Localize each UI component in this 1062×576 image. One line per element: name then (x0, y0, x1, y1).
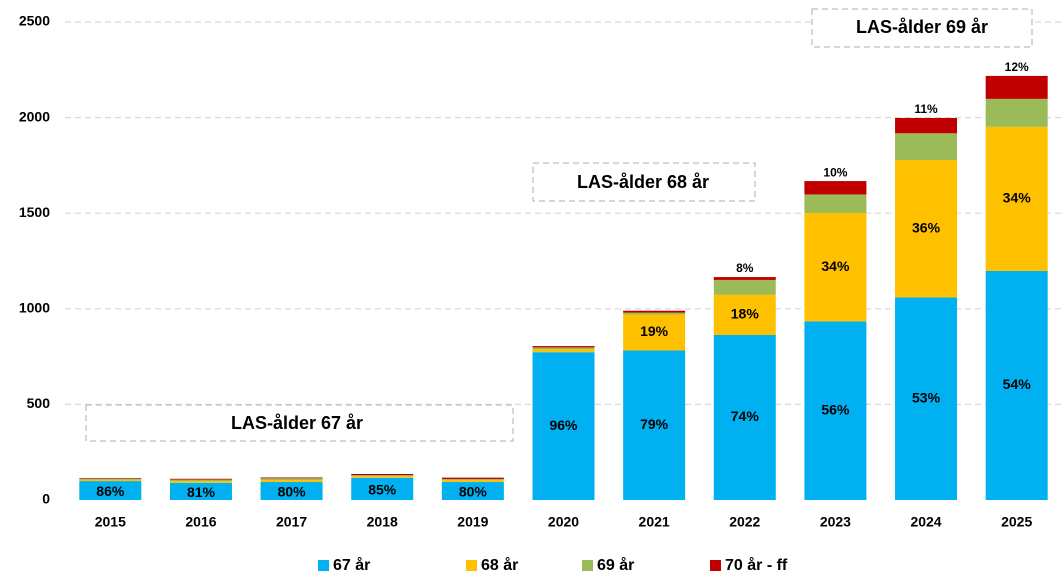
top-label: 10% (823, 165, 847, 179)
bar-segment (169, 481, 232, 483)
bar-segment (351, 475, 414, 477)
bar-segment (260, 477, 323, 479)
legend-label: 70 år - ff (725, 556, 788, 574)
y-tick-label: 1000 (19, 300, 50, 316)
bar-segment (985, 98, 1048, 127)
bar-segment (532, 347, 595, 350)
bar-segment (713, 294, 776, 335)
annotation-box (811, 8, 1033, 48)
bar-segment (351, 473, 414, 476)
bar-segment (985, 126, 1048, 271)
bar-segment (169, 479, 232, 482)
share-label: 96% (549, 417, 578, 433)
share-label: 19% (640, 323, 669, 339)
share-label: 34% (1003, 190, 1032, 206)
share-label: 54% (1003, 376, 1032, 392)
share-label: 34% (821, 258, 850, 274)
y-tick-label: 500 (27, 395, 51, 411)
bar-segment (623, 314, 686, 351)
top-label: 12% (1005, 60, 1029, 74)
x-tick-label: 2023 (820, 514, 851, 530)
x-tick-label: 2016 (185, 514, 216, 530)
bar-segment (260, 480, 323, 483)
bar-segment (623, 350, 686, 500)
bar-segment (79, 478, 142, 479)
legend-swatch (582, 560, 593, 571)
bar-segment (985, 270, 1048, 500)
bar-segment (351, 476, 414, 478)
bar-segment (169, 478, 232, 480)
bar-segment (804, 194, 867, 214)
share-label: 81% (187, 484, 216, 500)
bar-segment (79, 478, 142, 480)
bar-segment (532, 349, 595, 353)
legend-label: 67 år (333, 556, 370, 574)
x-tick-label: 2019 (457, 514, 488, 530)
share-label: 85% (368, 482, 397, 498)
x-tick-label: 2022 (729, 514, 760, 530)
bar-segment (441, 477, 504, 479)
share-label: 56% (821, 401, 850, 417)
bar-segment (895, 117, 958, 134)
bar-segment (441, 478, 504, 481)
x-tick-label: 2024 (910, 514, 941, 530)
share-label: 86% (96, 483, 125, 499)
bar-segment (804, 321, 867, 500)
x-tick-label: 2015 (95, 514, 126, 530)
bar-segment (713, 277, 776, 280)
bar-segment (441, 482, 504, 500)
bar-segment (351, 477, 414, 500)
legend-swatch (466, 560, 477, 571)
top-label: 11% (914, 102, 938, 116)
bar-segment (895, 133, 958, 161)
share-label: 80% (278, 484, 307, 500)
annotation: LAS-ålder 67 år (231, 413, 363, 433)
legend-swatch (318, 560, 329, 571)
bar-segment (532, 352, 595, 500)
annotation-box (532, 162, 756, 202)
bar-segment (79, 479, 142, 482)
y-tick-label: 1500 (19, 204, 50, 220)
x-tick-label: 2017 (276, 514, 307, 530)
bar-segment (713, 279, 776, 295)
bar-segment (441, 480, 504, 483)
bar-segment (79, 481, 142, 500)
share-label: 53% (912, 389, 941, 405)
bar-segment (532, 346, 595, 348)
bar-segment (260, 478, 323, 481)
bar-segment (804, 213, 867, 322)
bar-segment (985, 75, 1048, 99)
share-label: 18% (731, 306, 760, 322)
x-tick-label: 2018 (367, 514, 398, 530)
bar-segment (623, 310, 686, 313)
annotation: LAS-ålder 69 år (856, 17, 988, 37)
share-label: 74% (731, 408, 760, 424)
legend-label: 68 år (481, 556, 518, 574)
y-tick-label: 2000 (19, 108, 50, 124)
top-label: 8% (736, 261, 754, 275)
bar-segment (169, 482, 232, 500)
share-label: 80% (459, 484, 488, 500)
bar-segment (804, 181, 867, 195)
x-tick-label: 2025 (1001, 514, 1032, 530)
legend-swatch (710, 560, 721, 571)
bar-segment (260, 482, 323, 500)
annotation: LAS-ålder 68 år (577, 172, 709, 192)
legend-label: 69 år (597, 556, 634, 574)
x-tick-label: 2021 (639, 514, 670, 530)
y-tick-label: 2500 (19, 13, 50, 29)
y-tick-label: 0 (42, 491, 50, 507)
bar-segment (895, 160, 958, 298)
share-label: 36% (912, 219, 941, 235)
share-label: 79% (640, 416, 669, 432)
bar-segment (895, 297, 958, 500)
annotation-box (85, 404, 514, 442)
bar-segment (713, 334, 776, 500)
x-tick-label: 2020 (548, 514, 579, 530)
bar-segment (623, 312, 686, 315)
